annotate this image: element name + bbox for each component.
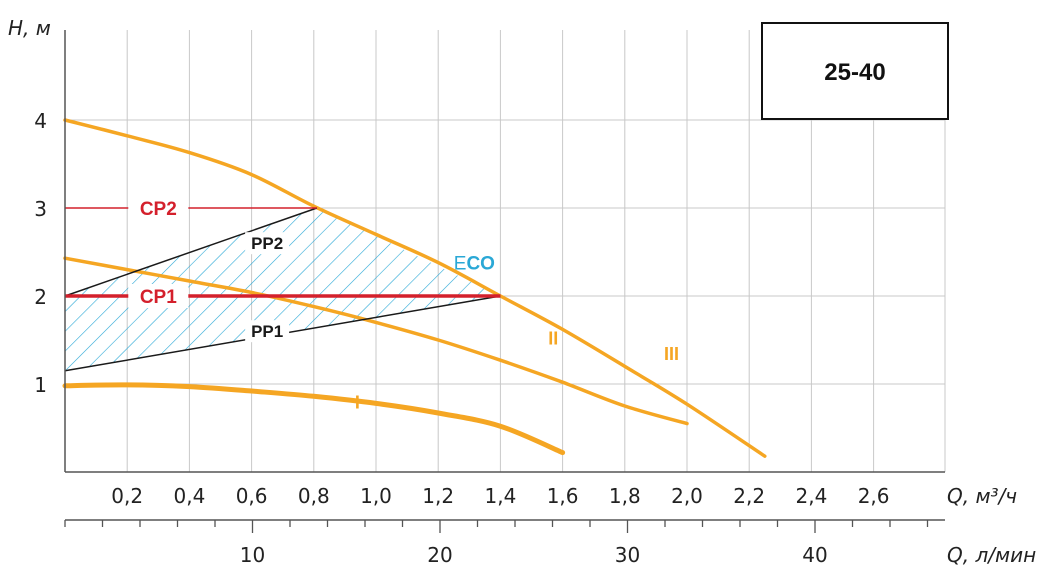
label-pp2: PP2 (251, 234, 283, 253)
model-box: 25-40 (761, 22, 949, 120)
label-eco: ECO (454, 254, 495, 275)
line-pp2 (64, 207, 318, 297)
y-axis-title: H, м (8, 16, 51, 40)
axes (64, 30, 945, 533)
x2-axis-title: Q, л/мин (947, 543, 1036, 567)
label-eco-prefix: E (454, 254, 467, 275)
curve-i (62, 382, 566, 456)
label-eco-bold: CO (466, 254, 495, 275)
series-label-iii: III (664, 344, 679, 364)
y-tick-label: 1 (34, 373, 47, 397)
curve-iii (63, 118, 767, 458)
x2-tick-label: 30 (615, 543, 640, 567)
y-tick-label: 4 (34, 109, 47, 133)
x-tick-label: 1,2 (422, 484, 454, 508)
eco-region (65, 208, 501, 371)
label-layer: 0,2 0,4 0,6 0,8 1,0 1,2 1,4 1,6 1,8 2,0 2,2 2,4 2,6 1… (8, 16, 1036, 567)
label-bg (128, 284, 189, 308)
label-bg (128, 196, 189, 220)
label-pp1: PP1 (251, 322, 283, 341)
y-tick-label: 3 (34, 197, 47, 221)
x-tick-label: 0,8 (298, 484, 330, 508)
label-bg (245, 320, 290, 343)
x-tick-label: 1,8 (609, 484, 641, 508)
x-tick-label: 2,4 (795, 484, 827, 508)
x-tick-label: 2,0 (671, 484, 703, 508)
x2-tick-label: 20 (427, 543, 452, 567)
x-tick-label: 1,0 (360, 484, 392, 508)
x-tick-label: 1,4 (484, 484, 516, 508)
label-cp2: CP2 (140, 199, 177, 220)
series-label-i: I (355, 393, 360, 413)
series-label-ii: II (548, 328, 558, 348)
line-layer (62, 118, 767, 458)
x-tick-label: 2,6 (858, 484, 890, 508)
x2-tick-label: 40 (802, 543, 827, 567)
x-tick-label: 2,2 (733, 484, 765, 508)
x-axis-title: Q, м³/ч (947, 484, 1017, 508)
y-tick-label: 2 (34, 285, 47, 309)
eco-region-layer (65, 208, 501, 371)
label-cp1: CP1 (140, 287, 177, 308)
x-tick-label: 0,4 (173, 484, 205, 508)
curve-ii (63, 256, 689, 426)
x-tick-label: 1,6 (547, 484, 579, 508)
chart-title: 25-40 (824, 59, 885, 86)
x2-tick-label: 10 (240, 543, 265, 567)
x-tick-label: 0,2 (111, 484, 143, 508)
label-bg (245, 232, 290, 255)
x-tick-label: 0,6 (236, 484, 268, 508)
